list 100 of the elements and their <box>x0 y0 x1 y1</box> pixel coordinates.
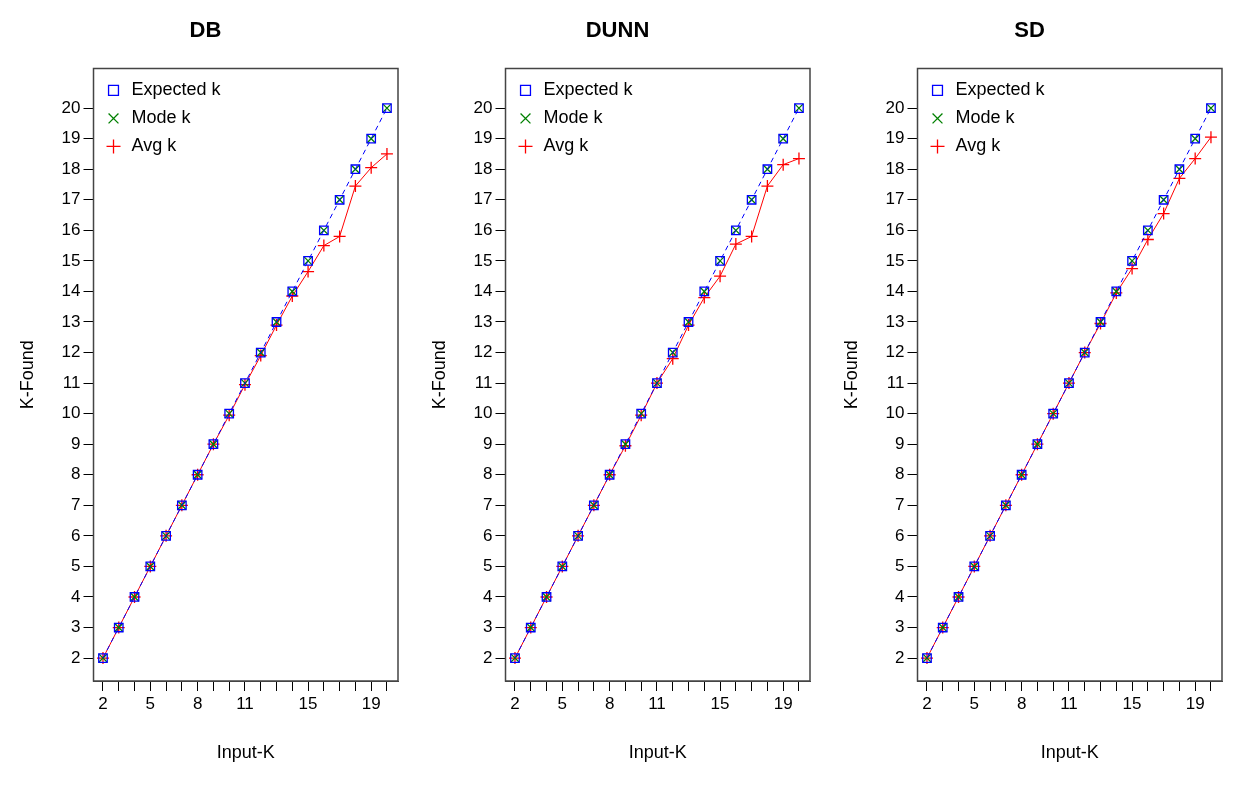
y-tick-label: 12 <box>61 342 81 362</box>
y-tick-label: 18 <box>473 158 493 178</box>
y-tick-label: 12 <box>885 342 905 362</box>
point <box>729 237 743 251</box>
y-tick-label: 7 <box>895 495 905 514</box>
y-tick-label: 7 <box>483 495 493 514</box>
legend-label: Expected k <box>131 79 222 100</box>
y-tick-label: 9 <box>483 433 493 453</box>
y-tick-label: 16 <box>61 220 81 240</box>
legend-label: Mode k <box>955 107 1016 128</box>
y-tick-label: 12 <box>473 342 493 362</box>
x-tick-label: 15 <box>1122 693 1142 713</box>
y-tick-label: 4 <box>71 586 81 606</box>
point <box>380 147 394 161</box>
y-tick-label: 10 <box>885 403 905 423</box>
x-tick-label: 2 <box>98 693 108 713</box>
x-tick-label: 8 <box>604 693 615 713</box>
point <box>269 318 284 332</box>
y-tick-label: 3 <box>71 617 81 637</box>
y-tick-label: 20 <box>61 97 81 117</box>
y-tick-label: 17 <box>885 189 905 209</box>
chart-title: DUNN <box>585 17 650 43</box>
y-tick-label: 20 <box>473 97 493 117</box>
x-axis-title: Input-K <box>628 742 687 763</box>
point <box>1188 151 1202 166</box>
x-tick-label: 2 <box>510 693 520 713</box>
y-tick-label: 14 <box>473 281 493 301</box>
x-tick-label: 5 <box>145 693 156 713</box>
y-tick-label: 13 <box>61 311 81 331</box>
point <box>254 348 268 363</box>
y-tick-label: 16 <box>473 220 493 240</box>
y-tick-label: 2 <box>483 647 493 667</box>
legend-label: Expected k <box>955 79 1046 100</box>
y-tick-label: 19 <box>885 128 905 148</box>
y-axis-title: K-Found <box>16 340 37 410</box>
y-tick-label: 10 <box>61 403 81 423</box>
point <box>760 179 775 193</box>
y-tick-label: 17 <box>473 189 493 209</box>
point <box>301 264 315 279</box>
x-tick-label: 8 <box>192 693 203 713</box>
legend-label: Mode k <box>131 107 192 128</box>
x-tick-label: 8 <box>1016 693 1027 713</box>
point <box>1172 171 1187 186</box>
legend-label: Mode k <box>543 107 604 128</box>
x-tick-label: 2 <box>922 693 932 713</box>
point <box>744 229 759 244</box>
point <box>348 179 363 193</box>
legend-label: Avg k <box>543 135 590 156</box>
point <box>697 290 711 305</box>
y-tick-label: 5 <box>483 556 493 576</box>
point <box>1204 130 1218 144</box>
y-tick-label: 5 <box>895 556 905 576</box>
legend-label: Avg k <box>955 135 1002 156</box>
y-tick-label: 14 <box>61 281 81 301</box>
y-tick-label: 18 <box>885 158 905 178</box>
legend-label: Avg k <box>131 135 178 156</box>
x-axis-title: Input-K <box>216 742 275 763</box>
y-tick-label: 6 <box>71 525 81 545</box>
y-tick-label: 16 <box>885 220 905 240</box>
y-tick-label: 9 <box>895 433 905 453</box>
y-tick-label: 2 <box>895 647 905 667</box>
x-axis-title: Input-K <box>1040 742 1099 763</box>
x-tick-label: 19 <box>773 693 793 713</box>
chart-title: DB <box>189 17 222 43</box>
point <box>792 151 806 166</box>
point <box>713 269 727 283</box>
y-tick-label: 10 <box>473 403 493 423</box>
y-tick-label: 8 <box>483 464 493 484</box>
x-tick-label: 19 <box>361 693 381 713</box>
y-tick-label: 15 <box>885 250 905 270</box>
y-axis-title: K-Found <box>840 340 861 410</box>
point <box>1093 316 1108 331</box>
y-tick-label: 20 <box>885 97 905 117</box>
y-tick-label: 13 <box>473 311 493 331</box>
y-tick-label: 8 <box>71 464 81 484</box>
y-tick-label: 11 <box>62 372 81 392</box>
y-tick-label: 4 <box>895 586 905 606</box>
point <box>317 238 331 253</box>
y-tick-label: 5 <box>71 556 81 576</box>
y-tick-label: 11 <box>886 372 905 392</box>
point <box>364 161 378 175</box>
y-tick-label: 6 <box>483 525 493 545</box>
y-tick-label: 15 <box>473 250 493 270</box>
y-tick-label: 14 <box>885 281 905 301</box>
point <box>776 157 790 172</box>
point <box>332 229 347 244</box>
x-tick-label: 19 <box>1185 693 1205 713</box>
y-tick-label: 13 <box>885 311 905 331</box>
y-tick-label: 18 <box>61 158 81 178</box>
x-tick-label: 11 <box>1060 693 1078 713</box>
y-tick-label: 4 <box>483 586 493 606</box>
x-tick-label: 11 <box>236 693 254 713</box>
point <box>1156 206 1171 221</box>
y-tick-label: 2 <box>71 647 81 667</box>
point <box>1125 261 1139 276</box>
point <box>681 318 696 332</box>
legend-label: Expected k <box>543 79 634 100</box>
x-tick-label: 15 <box>298 693 318 713</box>
x-tick-label: 5 <box>557 693 568 713</box>
x-tick-label: 5 <box>969 693 980 713</box>
